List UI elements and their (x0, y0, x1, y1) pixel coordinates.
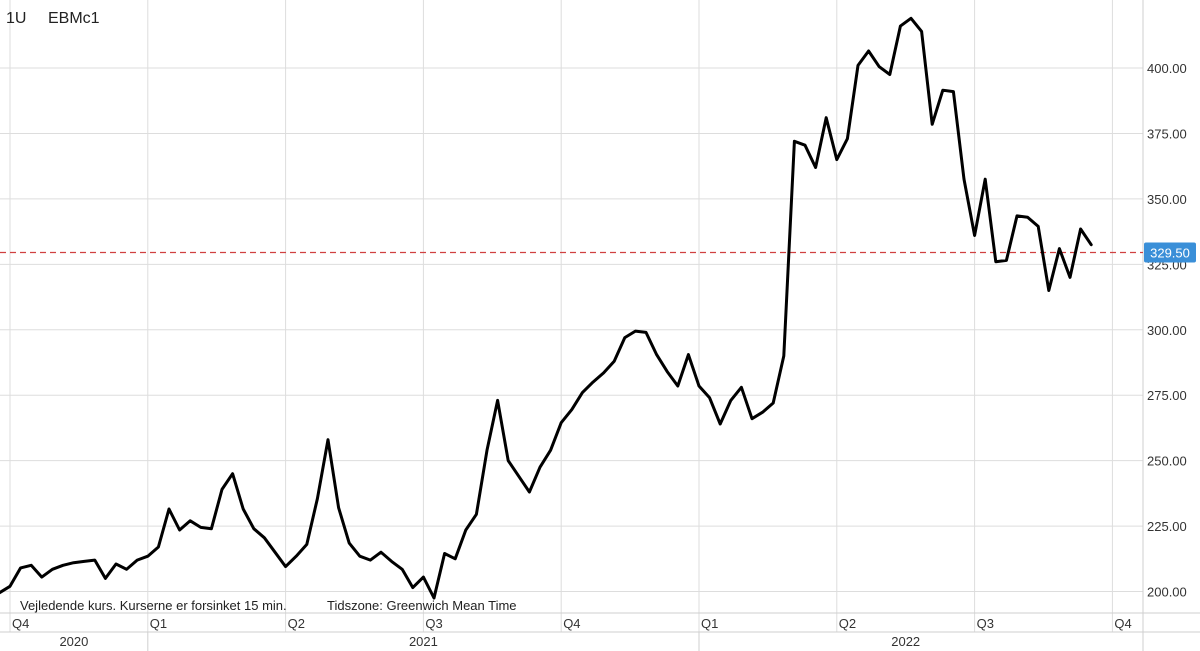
x-tick-label: Q3 (425, 616, 442, 631)
x-tick-label: Q4 (1114, 616, 1131, 631)
x-axis: Q4 Q1 Q2 Q3 Q4 Q1 Q2 Q3 Q4 2020 2021 2022 (12, 616, 1132, 651)
x-tick-label: Q1 (150, 616, 167, 631)
y-axis: 200.00225.00250.00275.00300.00325.00350.… (1147, 61, 1187, 600)
year-label: 2022 (891, 634, 920, 649)
disclaimer-text: Vejledende kurs. Kurserne er forsinket 1… (20, 598, 287, 613)
y-tick-label: 375.00 (1147, 126, 1187, 141)
x-tick-label: Q3 (977, 616, 994, 631)
x-tick-label: Q4 (12, 616, 29, 631)
x-tick-label: Q2 (288, 616, 305, 631)
y-tick-label: 250.00 (1147, 454, 1187, 469)
timezone-text: Tidszone: Greenwich Mean Time (327, 598, 517, 613)
price-badge-group: 329.50 (1144, 242, 1196, 263)
x-tick-label: Q2 (839, 616, 856, 631)
last-price-badge (1144, 242, 1196, 263)
year-label: 2020 (59, 634, 88, 649)
y-tick-label: 275.00 (1147, 388, 1187, 403)
symbol-label: EBMc1 (48, 10, 100, 27)
price-line (0, 16, 1093, 600)
y-tick-label: 225.00 (1147, 519, 1187, 534)
y-tick-label: 200.00 (1147, 585, 1187, 600)
year-label: 2021 (409, 634, 438, 649)
y-tick-label: 400.00 (1147, 61, 1187, 76)
y-tick-label: 300.00 (1147, 323, 1187, 338)
series (0, 16, 1093, 600)
y-tick-label: 350.00 (1147, 192, 1187, 207)
last-price-badge-label: 329.50 (1150, 246, 1190, 261)
x-tick-label: Q4 (563, 616, 580, 631)
x-tick-label: Q1 (701, 616, 718, 631)
timeframe-label[interactable]: 1U (6, 10, 26, 27)
